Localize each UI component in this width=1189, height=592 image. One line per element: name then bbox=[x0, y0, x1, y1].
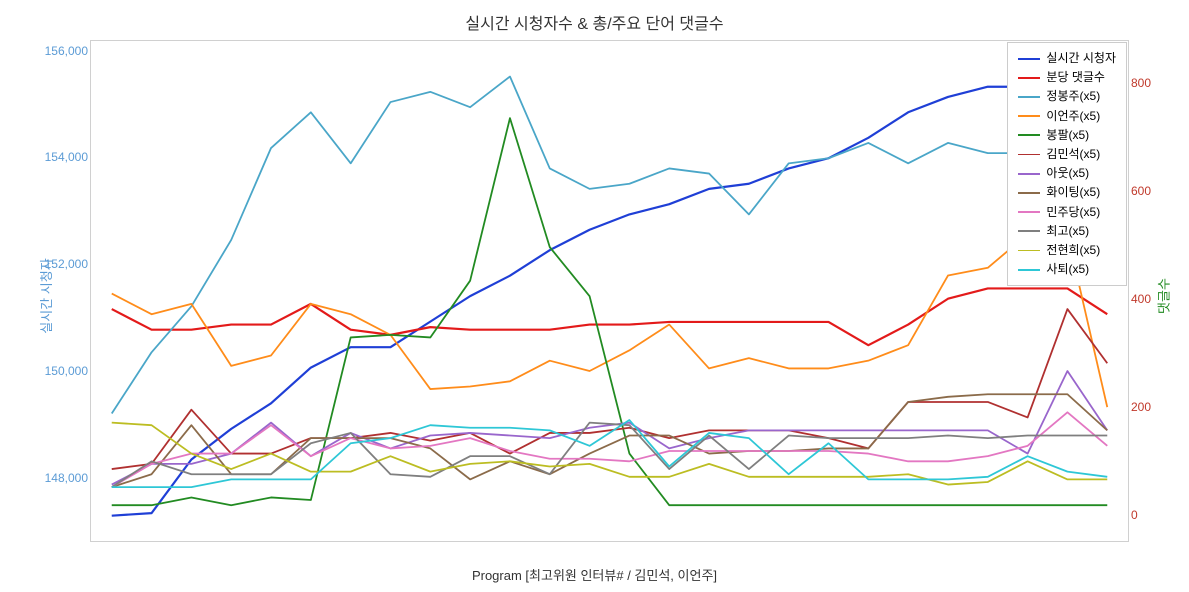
series-line bbox=[112, 77, 1108, 414]
legend-item: 아웃(x5) bbox=[1018, 164, 1116, 183]
legend-item: 민주당(x5) bbox=[1018, 203, 1116, 222]
y-tick-left: 150,000 bbox=[45, 364, 88, 378]
legend-swatch bbox=[1018, 250, 1040, 252]
legend-item: 김민석(x5) bbox=[1018, 145, 1116, 164]
legend-swatch bbox=[1018, 192, 1040, 194]
legend-swatch bbox=[1018, 269, 1040, 271]
legend-label: 사퇴(x5) bbox=[1046, 260, 1089, 279]
legend-item: 사퇴(x5) bbox=[1018, 260, 1116, 279]
legend-item: 최고(x5) bbox=[1018, 222, 1116, 241]
legend-label: 실시간 시청자 bbox=[1046, 49, 1116, 68]
legend-swatch bbox=[1018, 230, 1040, 232]
y-tick-left: 148,000 bbox=[45, 471, 88, 485]
legend-item: 전현희(x5) bbox=[1018, 241, 1116, 260]
legend-label: 아웃(x5) bbox=[1046, 164, 1089, 183]
chart-container: 실시간 시청자수 & 총/주요 단어 댓글수 실시간 시청자 댓글수 148,0… bbox=[0, 0, 1189, 592]
x-axis-label: Program [최고위원 인터뷰# / 김민석, 이언주] bbox=[0, 565, 1189, 584]
legend-label: 최고(x5) bbox=[1046, 222, 1089, 241]
legend-label: 민주당(x5) bbox=[1046, 203, 1100, 222]
y-tick-right: 0 bbox=[1131, 508, 1138, 522]
legend-swatch bbox=[1018, 77, 1040, 79]
legend-label: 김민석(x5) bbox=[1046, 145, 1100, 164]
plot-area bbox=[90, 40, 1129, 542]
legend-item: 분당 댓글수 bbox=[1018, 68, 1116, 87]
chart-lines-svg bbox=[91, 41, 1128, 541]
legend-item: 정봉주(x5) bbox=[1018, 87, 1116, 106]
y-tick-left: 156,000 bbox=[45, 44, 88, 58]
legend-item: 화이팅(x5) bbox=[1018, 183, 1116, 202]
chart-title: 실시간 시청자수 & 총/주요 단어 댓글수 bbox=[0, 10, 1189, 34]
legend-item: 이언주(x5) bbox=[1018, 107, 1116, 126]
legend-label: 화이팅(x5) bbox=[1046, 183, 1100, 202]
legend: 실시간 시청자분당 댓글수정봉주(x5)이언주(x5)봉팔(x5)김민석(x5)… bbox=[1007, 42, 1127, 286]
y-tick-right: 600 bbox=[1131, 184, 1151, 198]
legend-label: 분당 댓글수 bbox=[1046, 68, 1105, 87]
legend-label: 봉팔(x5) bbox=[1046, 126, 1089, 145]
y-tick-right: 200 bbox=[1131, 400, 1151, 414]
legend-label: 전현희(x5) bbox=[1046, 241, 1100, 260]
y-tick-left: 154,000 bbox=[45, 150, 88, 164]
legend-item: 봉팔(x5) bbox=[1018, 126, 1116, 145]
legend-swatch bbox=[1018, 58, 1040, 60]
legend-swatch bbox=[1018, 173, 1040, 175]
series-line bbox=[112, 87, 1108, 516]
y-axis-right-label: 댓글수 bbox=[1154, 278, 1173, 314]
y-tick-right: 800 bbox=[1131, 76, 1151, 90]
series-line bbox=[112, 288, 1108, 345]
legend-label: 이언주(x5) bbox=[1046, 107, 1100, 126]
series-line bbox=[112, 118, 1108, 505]
series-line bbox=[112, 234, 1108, 407]
series-line bbox=[112, 371, 1108, 485]
legend-swatch bbox=[1018, 154, 1040, 156]
legend-swatch bbox=[1018, 134, 1040, 136]
legend-swatch bbox=[1018, 96, 1040, 98]
y-tick-left: 152,000 bbox=[45, 257, 88, 271]
legend-item: 실시간 시청자 bbox=[1018, 49, 1116, 68]
legend-swatch bbox=[1018, 211, 1040, 213]
y-tick-right: 400 bbox=[1131, 292, 1151, 306]
legend-label: 정봉주(x5) bbox=[1046, 87, 1100, 106]
series-line bbox=[112, 394, 1108, 487]
legend-swatch bbox=[1018, 115, 1040, 117]
